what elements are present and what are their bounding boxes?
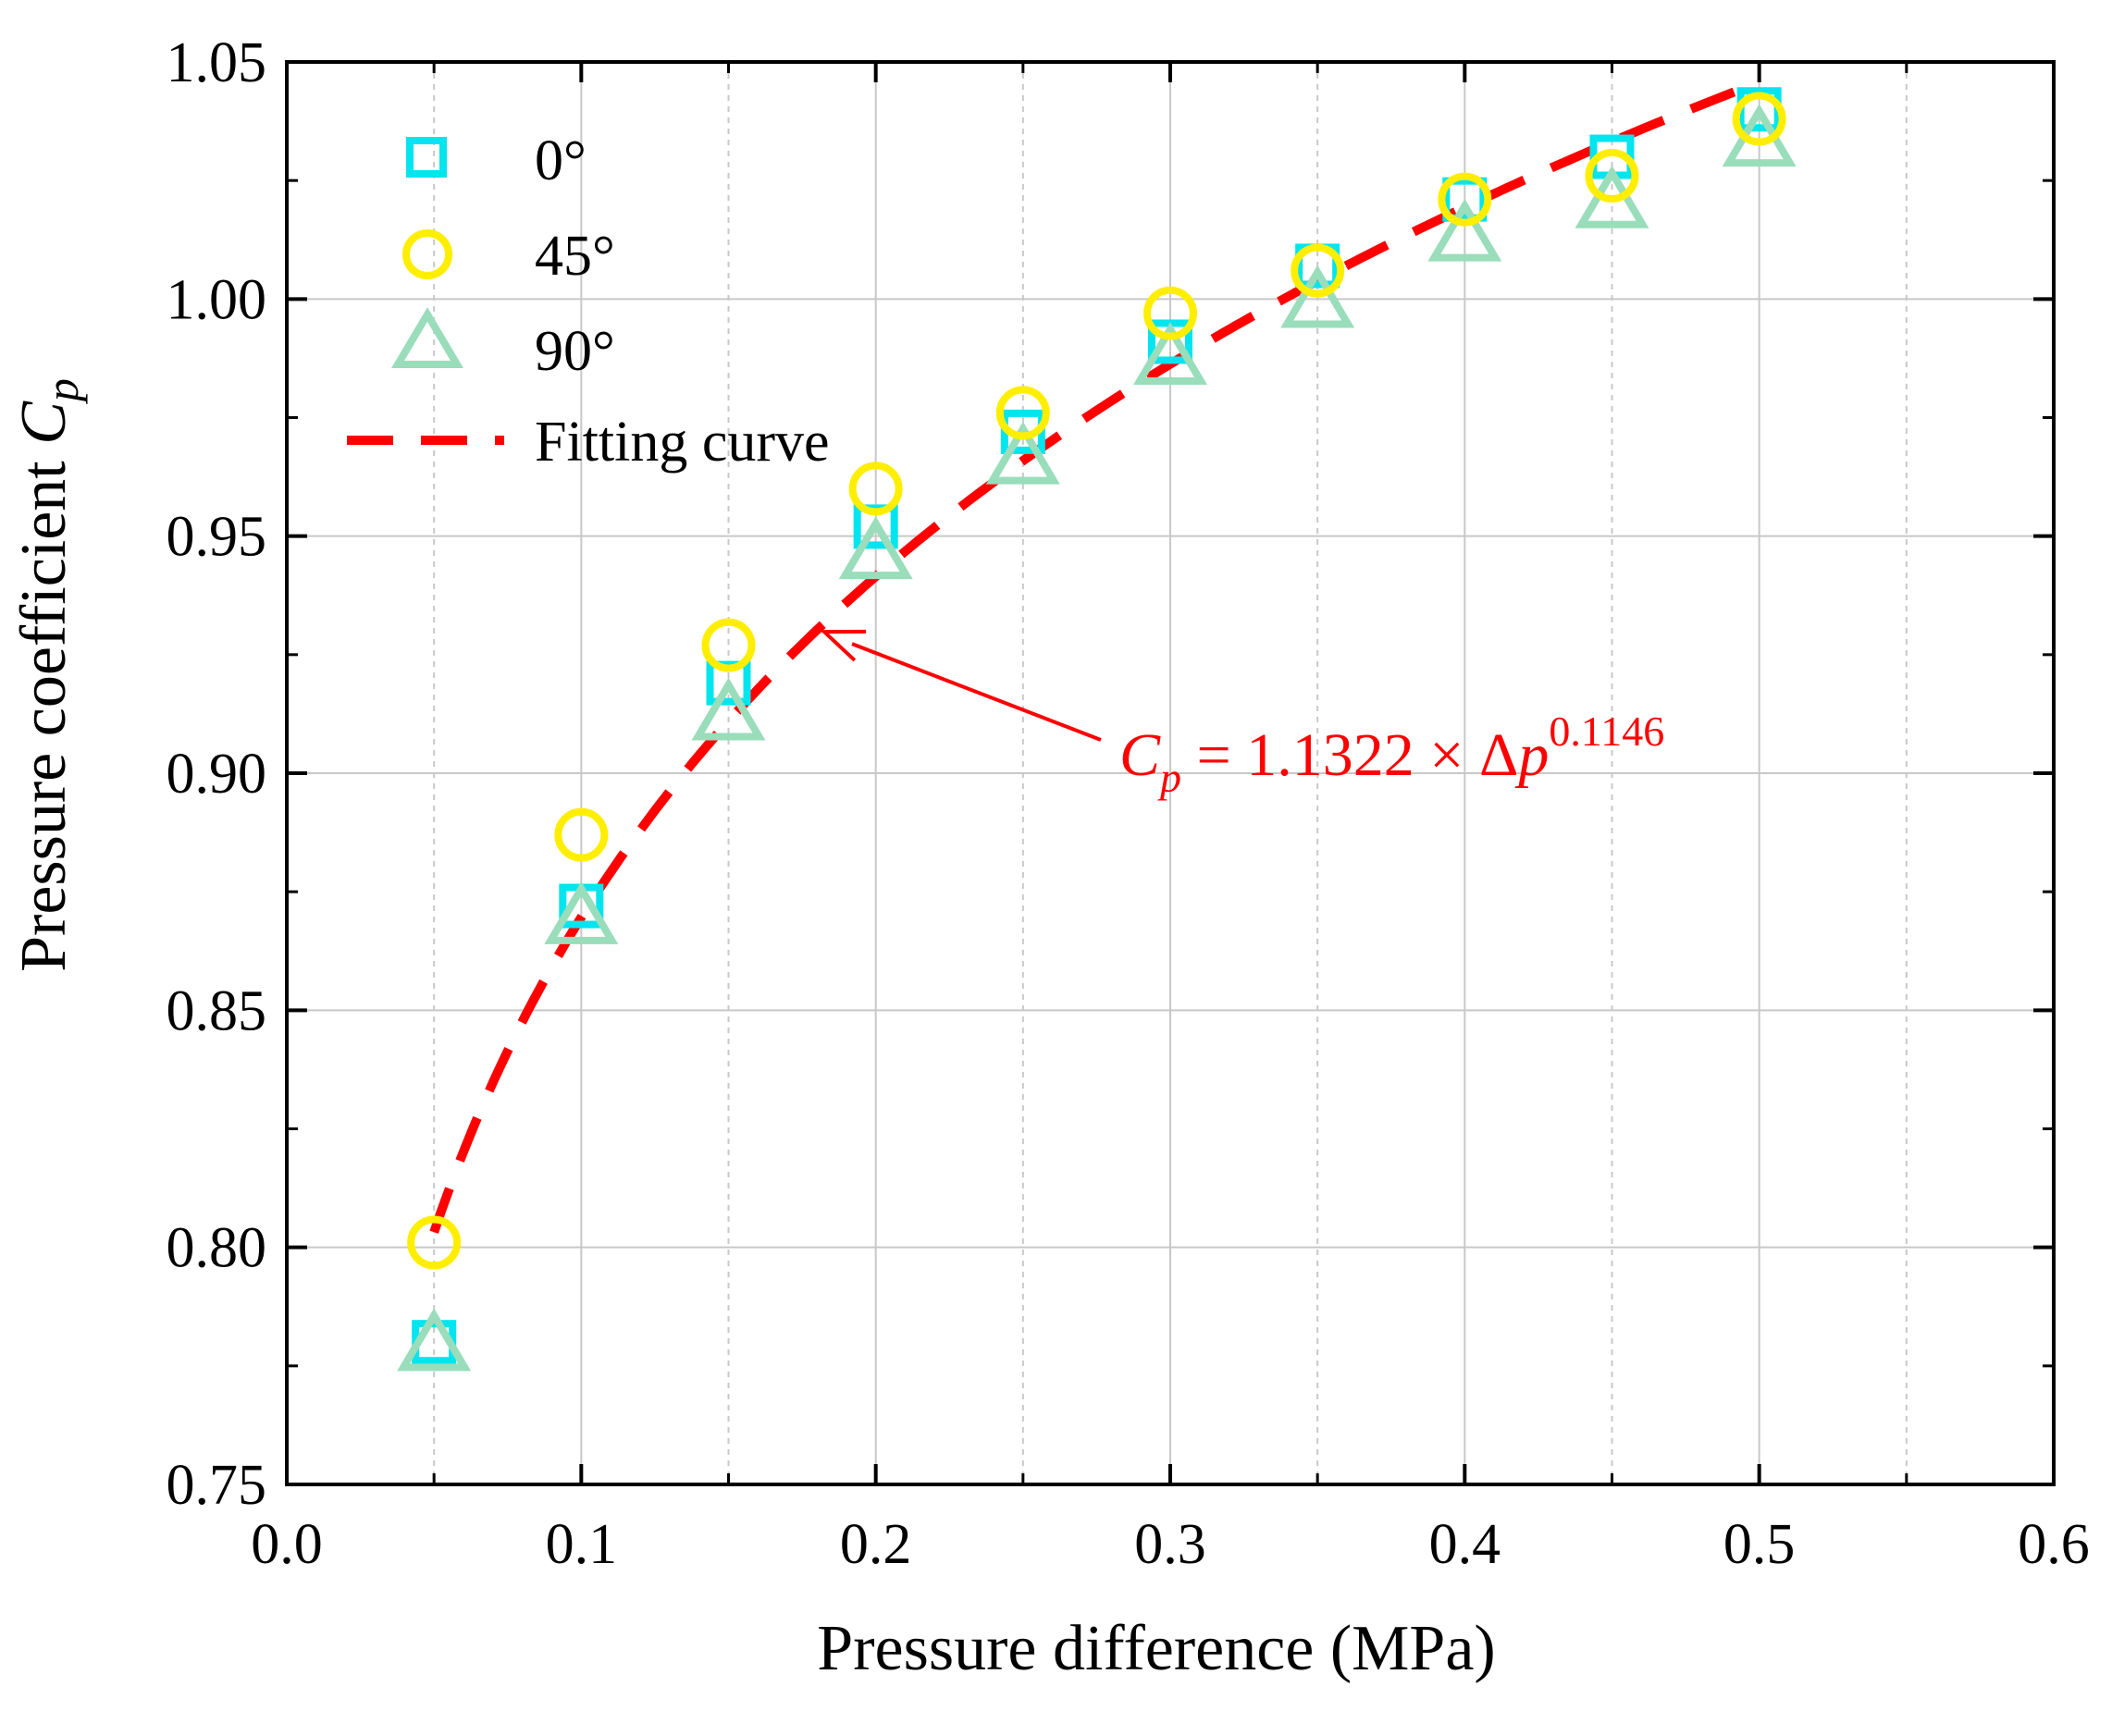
eq-var: p: [1514, 721, 1549, 789]
x-tick-label: 0.2: [840, 1513, 912, 1576]
annotation-arrow-head: [819, 629, 867, 662]
x-tick-label: 0.6: [2018, 1513, 2090, 1576]
fitting-curve-path: [429, 78, 1761, 1234]
marker-triangle-90deg: [1280, 265, 1355, 328]
y-tick-label: 0.95: [167, 506, 267, 569]
x-tick-label: 0.4: [1429, 1513, 1501, 1576]
marker-circle-45deg: [1585, 149, 1639, 203]
y-tick-label: 0.85: [167, 979, 267, 1042]
y-axis-label: Pressure coefficient Cp: [8, 378, 88, 972]
marker-triangle-90deg: [397, 1308, 472, 1372]
marker-triangle-90deg: [838, 516, 913, 580]
y-tick-label: 1.00: [167, 268, 267, 331]
marker-circle-45deg: [1732, 92, 1786, 146]
eq-symbol: C: [1119, 721, 1161, 789]
legend-marker-square: [406, 137, 447, 178]
eq-body: = 1.1322 × Δ: [1181, 721, 1518, 789]
y-tick-label: 1.05: [167, 31, 267, 94]
marker-circle-45deg: [1143, 286, 1197, 340]
legend-label-45: 45°: [535, 225, 615, 288]
x-tick-label: 0.0: [251, 1513, 323, 1576]
y-tick-label: 0.75: [167, 1454, 267, 1517]
annotation-arrow: [819, 629, 1102, 742]
tick-labels: 0.0 0.1 0.2 0.3 0.4 0.5 0.6 0.75 0.80 0.85 0.90 0.9…: [167, 31, 2090, 1576]
x-tick-label: 0.3: [1134, 1513, 1206, 1576]
y-tick-label: 0.90: [167, 743, 267, 806]
marker-triangle-90deg: [544, 881, 619, 944]
y-axis-label-subscript: p: [36, 378, 88, 404]
legend-label-0: 0°: [535, 129, 587, 192]
marker-circle-45deg: [1438, 172, 1492, 227]
marker-triangle-90deg: [691, 677, 766, 741]
eq-exponent: 0.1146: [1549, 708, 1664, 755]
x-axis-label: Pressure difference (MPa): [817, 1613, 1495, 1684]
fit-equation: Cp = 1.1322 × Δp0.1146: [1119, 708, 1664, 801]
marker-circle-45deg: [701, 618, 756, 672]
marker-circle-45deg: [407, 1215, 462, 1270]
marker-circle-45deg: [1291, 243, 1345, 298]
x-tick-label: 0.1: [546, 1513, 618, 1576]
y-tick-label: 0.80: [167, 1217, 267, 1280]
grid: [287, 62, 2054, 1484]
marker-triangle-90deg: [985, 421, 1060, 485]
marker-triangle-90deg: [1133, 322, 1207, 385]
fitting-curve: [429, 78, 1761, 1234]
legend-label-90: 90°: [535, 320, 615, 383]
axis-ticks: [285, 60, 2056, 1486]
marker-triangle-90deg: [1427, 198, 1502, 262]
eq-subscript: p: [1157, 754, 1181, 801]
marker-circle-45deg: [848, 462, 903, 516]
legend-label-fit: Fitting curve: [535, 411, 830, 474]
data-markers: [397, 87, 1797, 1372]
y-axis-label-symbol: C: [8, 400, 80, 445]
marker-triangle-90deg: [1575, 165, 1649, 228]
annotation-arrow-line: [851, 642, 1102, 742]
marker-circle-45deg: [995, 386, 1050, 440]
legend-marker-triangle: [390, 307, 464, 368]
y-axis-label-main: Pressure coefficient: [8, 445, 80, 972]
marker-square-0deg: [1442, 177, 1488, 222]
legend-marker-circle: [402, 229, 452, 279]
legend: 0° 45° 90° Fitting curve: [347, 129, 830, 474]
marker-circle-45deg: [554, 807, 609, 862]
x-tick-label: 0.5: [1723, 1513, 1796, 1576]
